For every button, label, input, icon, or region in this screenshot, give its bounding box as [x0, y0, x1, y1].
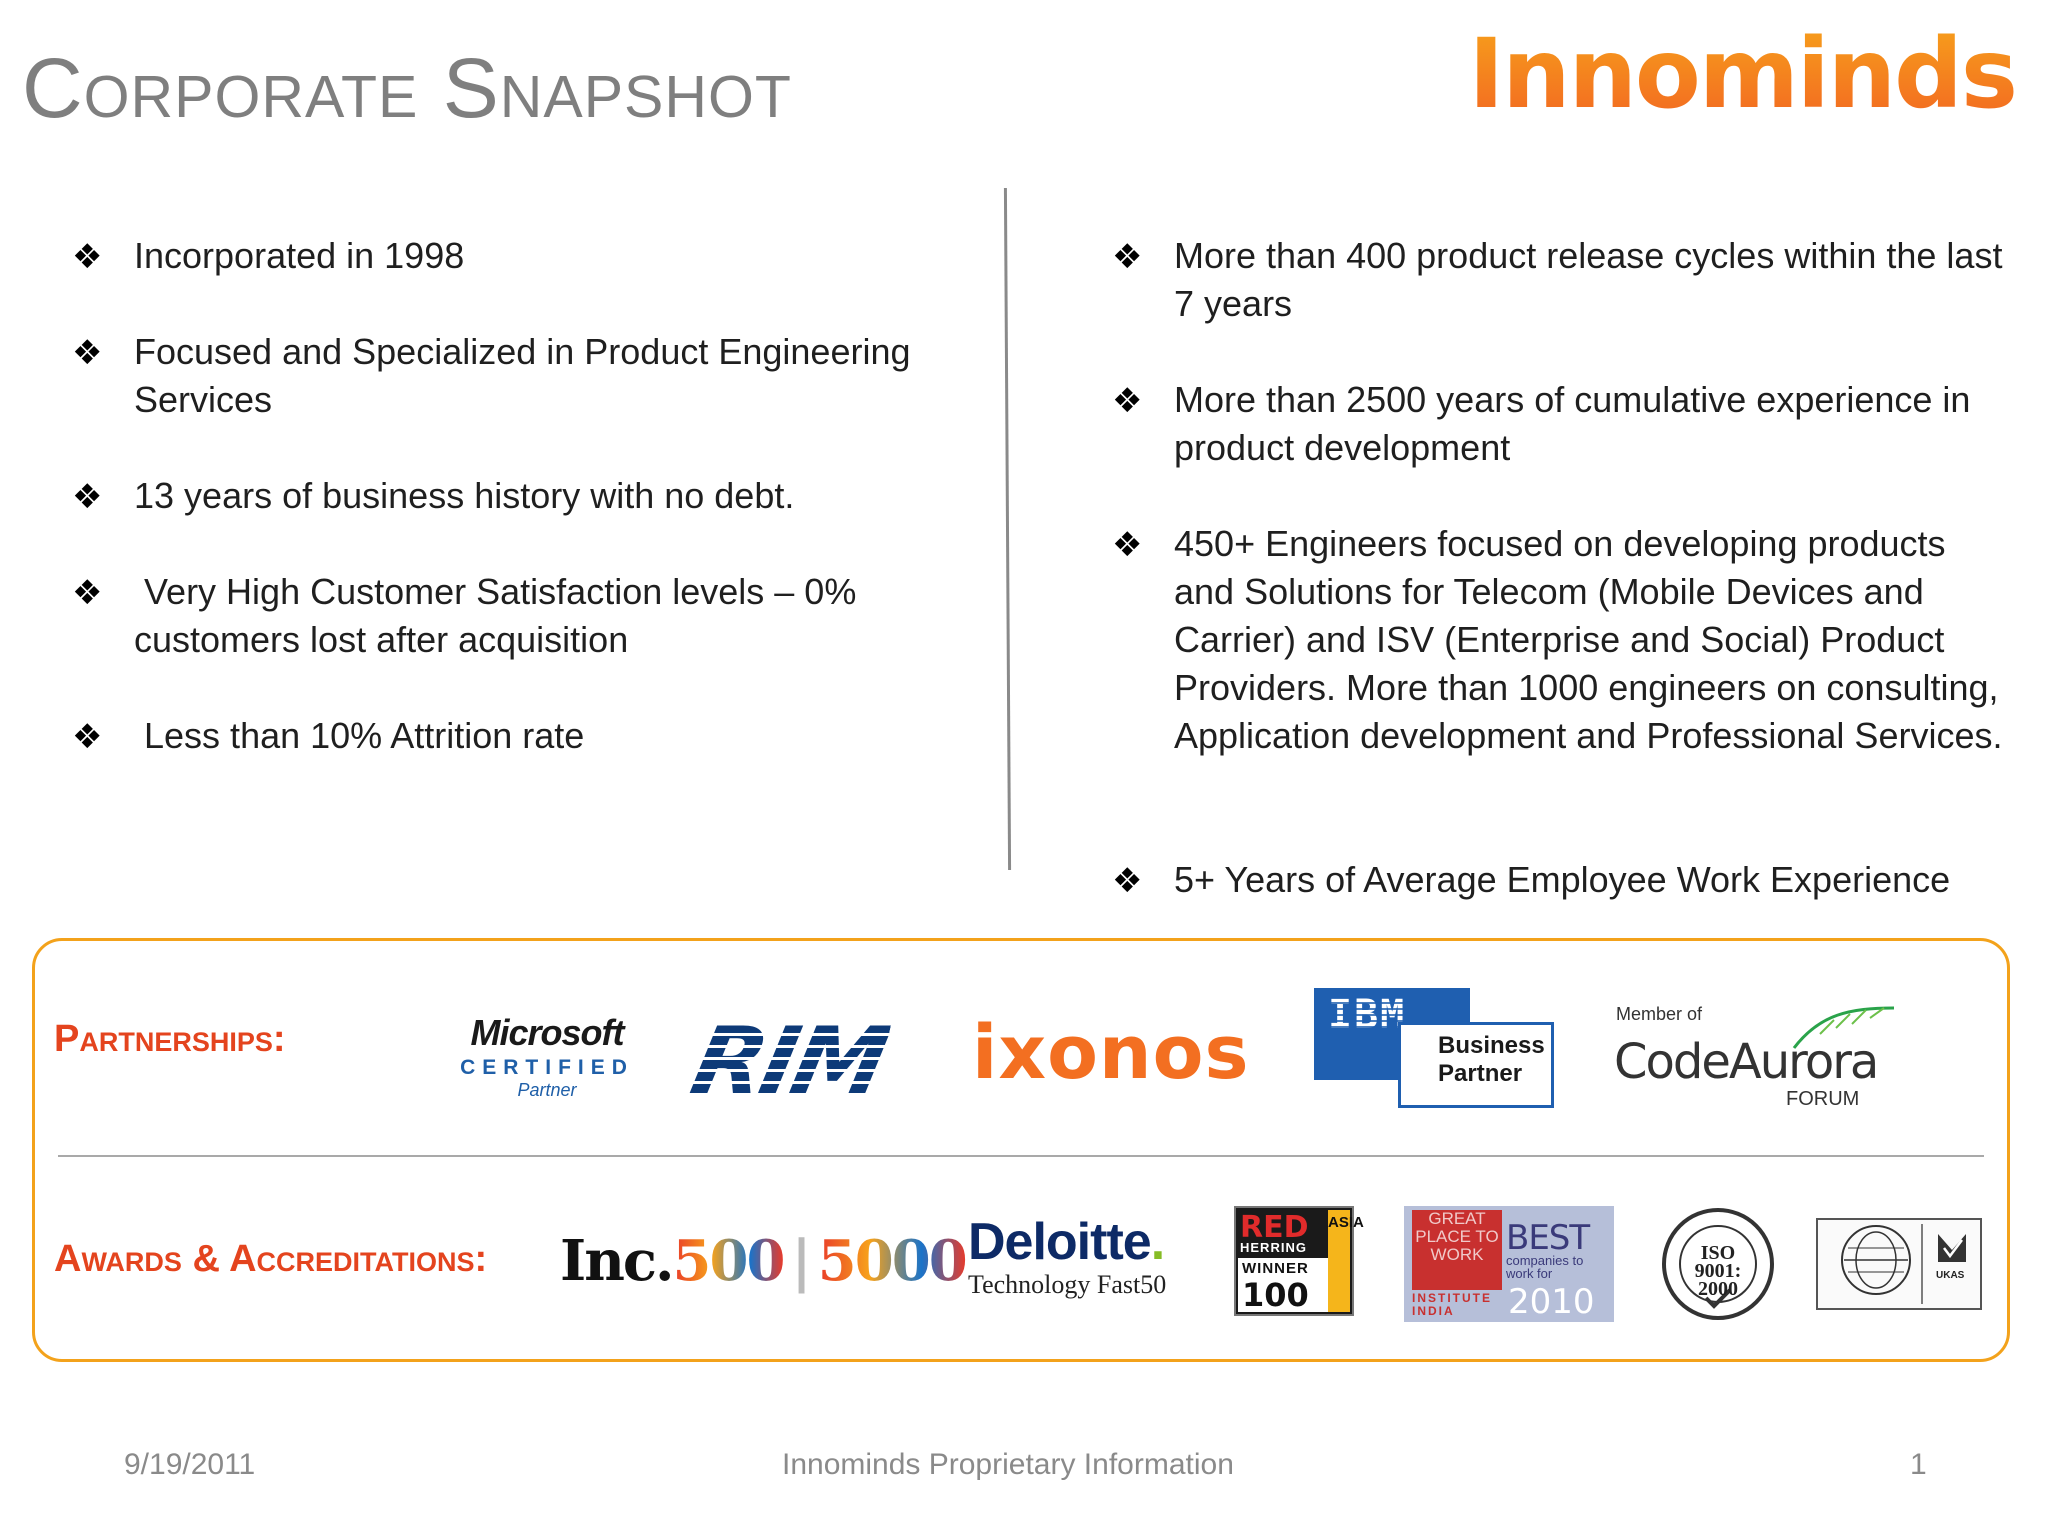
iso-code-text: ISO 9001: 2000	[1694, 1242, 1742, 1300]
microsoft-certified-text: CERTIFIED	[460, 1056, 634, 1079]
bullet-text: More than 400 product release cycles wit…	[1174, 235, 2003, 324]
ibm-partner-text: Business Partner	[1438, 1032, 1545, 1088]
awards-label: Awards & Accreditations:	[54, 1238, 488, 1280]
bullet-text: 450+ Engineers focused on developing pro…	[1174, 523, 2003, 756]
aurora-swoosh-icon	[1792, 1006, 1895, 1049]
diamond-bullet-icon: ❖	[72, 717, 103, 757]
deloitte-wordmark: Deloitte	[968, 1213, 1152, 1271]
great-place-to-work-logo: GREAT PLACE TO WORK BEST companies to wo…	[1404, 1206, 1614, 1322]
inc-500-number: 500	[672, 1228, 786, 1294]
diamond-bullet-icon: ❖	[72, 573, 103, 613]
inc-500-5000-logo: Inc.500 | 5000	[560, 1228, 968, 1294]
page-title: Corporate Snapshot	[22, 41, 792, 135]
certification-international-ukas-logo: UKAS	[1816, 1218, 1982, 1310]
rim-logo: RIM	[682, 1008, 895, 1117]
list-item: ❖ Focused and Specialized in Product Engi…	[72, 328, 952, 424]
codeaurora-member-text: Member of	[1616, 1004, 1703, 1024]
footer-date: 9/19/2011	[124, 1448, 256, 1481]
bullet-text: 13 years of business history with no deb…	[134, 475, 795, 516]
diamond-bullet-icon: ❖	[1112, 237, 1143, 277]
iso-9001-seal: ISO 9001: 2000	[1656, 1206, 1780, 1322]
red-herring-100: 100	[1242, 1276, 1309, 1314]
bullet-text: Incorporated in 1998	[134, 235, 465, 276]
diamond-bullet-icon: ❖	[72, 333, 103, 373]
left-bullet-list: ❖ Incorporated in 1998 ❖ Focused and Speci…	[72, 232, 952, 760]
deloitte-green-dot: .	[1150, 1213, 1165, 1271]
bullet-text: Less than 10% Attrition rate	[134, 715, 585, 756]
column-divider	[1003, 187, 1012, 871]
diamond-bullet-icon: ❖	[72, 237, 103, 277]
red-herring-asia-logo: RED HERRING WINNER 100 ASIA	[1234, 1206, 1364, 1316]
list-item: ❖ 450+ Engineers focused on developing pr…	[1112, 520, 2012, 808]
diamond-bullet-icon: ❖	[1112, 381, 1143, 421]
red-herring-white-block	[1238, 1258, 1328, 1312]
red-herring-herring: HERRING	[1240, 1240, 1307, 1255]
gptw-great-place-text: GREAT PLACE TO WORK	[1412, 1210, 1502, 1290]
list-item: ❖ 5+ Years of Average Employee Work Exper…	[1112, 856, 2012, 904]
ibm-partner-line1: Business	[1438, 1032, 1545, 1059]
microsoft-certified-partner-logo: Microsoft CERTIFIED Partner	[452, 1012, 642, 1101]
microsoft-partner-text: Partner	[517, 1080, 577, 1100]
bullet-text: Very High Customer Satisfaction levels –…	[134, 571, 867, 660]
inc-separator: |	[791, 1228, 811, 1294]
list-item: ❖ 13 years of business history with no de…	[72, 472, 952, 520]
ibm-business-partner-logo: IBM Business Partner	[1314, 988, 1556, 1110]
red-herring-winner: WINNER	[1242, 1260, 1309, 1277]
deloitte-fast50-text: Technology Fast50	[968, 1270, 1167, 1299]
codeaurora-forum-logo: Member of CodeAurora FORUM	[1614, 1004, 1895, 1114]
footer-page-number: 1	[1910, 1448, 1927, 1481]
list-item: ❖ More than 2500 years of cumulative expe…	[1112, 376, 2012, 472]
inc-prefix: Inc.	[560, 1228, 675, 1294]
partnerships-label: Partnerships:	[54, 1018, 286, 1060]
partners-awards-panel	[32, 938, 2010, 1362]
ibm-partner-line2: Partner	[1438, 1060, 1523, 1087]
footer-proprietary-text: Innominds Proprietary Information	[782, 1448, 1234, 1481]
gptw-institute-text: INSTITUTE INDIA	[1412, 1291, 1492, 1318]
gptw-companies-text: companies to work for	[1506, 1253, 1584, 1281]
codeaurora-forum-text: FORUM	[1786, 1088, 1860, 1110]
ixonos-logo: ixonos	[972, 1010, 1250, 1096]
iso-seal-icon	[1662, 1208, 1774, 1320]
right-bullet-list: ❖ More than 400 product release cycles wi…	[1112, 232, 2012, 904]
bullet-text: Focused and Specialized in Product Engin…	[134, 331, 911, 420]
codeaurora-wordmark: CodeAurora	[1614, 1034, 1879, 1090]
diamond-bullet-icon: ❖	[1112, 525, 1143, 565]
gptw-year-text: 2010	[1508, 1282, 1595, 1322]
gptw-best-text: BEST	[1506, 1218, 1590, 1258]
deloitte-fast50-logo: Deloitte. Technology Fast50	[968, 1212, 1198, 1300]
list-item: ❖ More than 400 product release cycles wi…	[1112, 232, 2012, 328]
list-item: ❖ Less than 10% Attrition rate	[72, 712, 952, 760]
section-divider	[58, 1155, 1984, 1157]
bullet-text: More than 2500 years of cumulative exper…	[1174, 379, 1971, 468]
ibm-partner-box	[1398, 1022, 1554, 1108]
diamond-bullet-icon: ❖	[72, 477, 103, 517]
microsoft-wordmark: Microsoft	[470, 1012, 625, 1053]
innominds-logo: Innominds	[1468, 18, 2018, 130]
red-herring-red: RED	[1240, 1210, 1309, 1245]
list-item: ❖ Incorporated in 1998	[72, 232, 952, 280]
ukas-text: UKAS	[1936, 1270, 1965, 1281]
diamond-bullet-icon: ❖	[1112, 861, 1143, 901]
bullet-text: 5+ Years of Average Employee Work Experi…	[1174, 859, 1951, 900]
globe-certification-icon	[1841, 1224, 1966, 1304]
inc-5000-number: 5000	[817, 1228, 968, 1294]
red-herring-asia: ASIA	[1328, 1210, 1364, 1312]
list-item: ❖ Very High Customer Satisfaction levels…	[72, 568, 952, 664]
ibm-wordmark: IBM	[1328, 992, 1407, 1038]
